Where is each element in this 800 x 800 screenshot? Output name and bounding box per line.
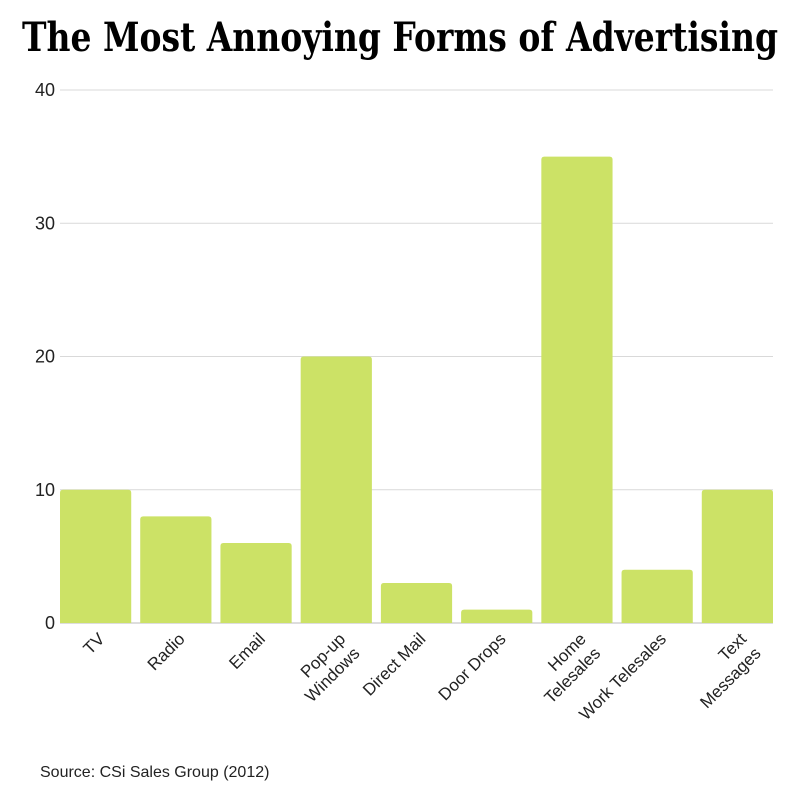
x-tick-label: Direct Mail xyxy=(359,629,429,699)
x-tick-label: Pop-upWindows xyxy=(287,629,364,706)
x-tick-label: TV xyxy=(80,629,109,658)
bar xyxy=(701,489,773,623)
x-tick-label-line: Direct Mail xyxy=(359,629,429,699)
bar xyxy=(461,609,533,623)
bar xyxy=(220,543,292,623)
bar xyxy=(60,489,132,623)
y-tick-label: 40 xyxy=(35,80,55,100)
y-axis-ticks: 0 10 20 30 40 xyxy=(35,80,55,633)
x-tick-label-line: TV xyxy=(80,629,109,658)
x-tick-label: Email xyxy=(225,629,268,672)
y-tick-label: 20 xyxy=(35,347,55,367)
y-tick-label: 10 xyxy=(35,480,55,500)
bar xyxy=(140,516,212,623)
x-tick-label-line: Radio xyxy=(144,629,189,674)
y-tick-label: 0 xyxy=(45,613,55,633)
x-tick-label: Door Drops xyxy=(435,629,510,704)
bar xyxy=(300,356,372,623)
x-tick-label: TextMessages xyxy=(682,629,765,712)
y-tick-label: 30 xyxy=(35,213,55,233)
bar xyxy=(380,583,453,623)
source-note: Source: CSi Sales Group (2012) xyxy=(40,764,269,781)
x-tick-label: Radio xyxy=(144,629,189,674)
x-tick-label-line: Door Drops xyxy=(435,629,510,704)
chart-title: The Most Annoying Forms of Advertising xyxy=(22,14,778,61)
bar xyxy=(541,156,613,623)
bars xyxy=(60,156,773,623)
bar xyxy=(621,569,693,623)
x-tick-label-line: Email xyxy=(225,629,268,672)
